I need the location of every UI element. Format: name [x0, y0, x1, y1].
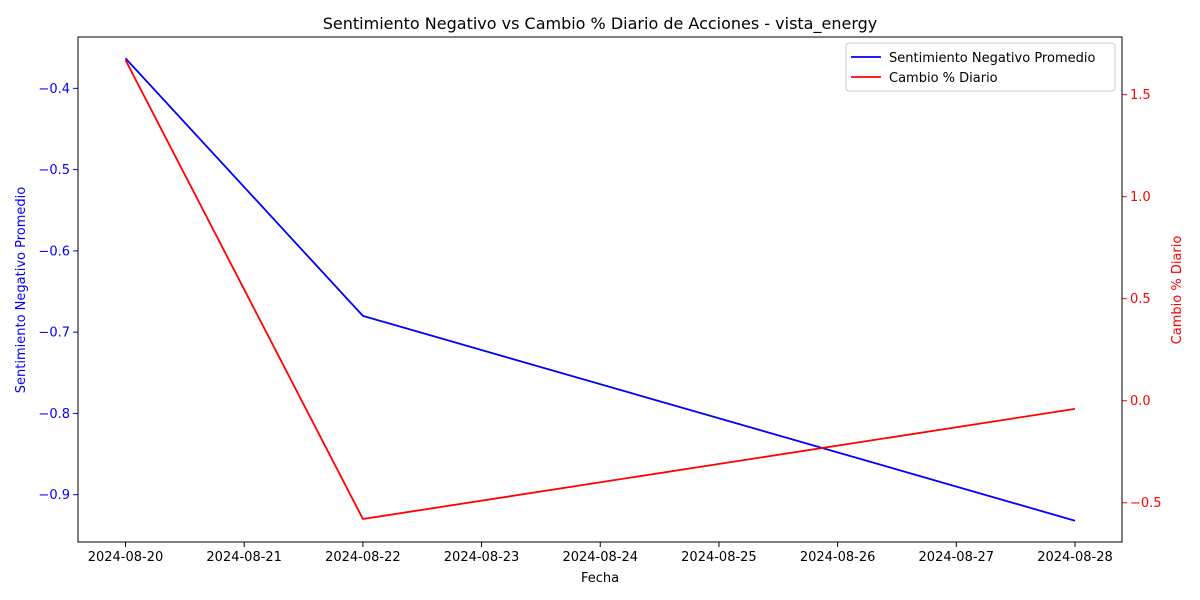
- right-y-tick-label: 1.5: [1130, 88, 1151, 103]
- x-tick-label: 2024-08-26: [800, 550, 876, 565]
- x-tick-label: 2024-08-28: [1037, 550, 1113, 565]
- x-axis-label: Fecha: [581, 571, 619, 586]
- left-y-tick-label: −0.5: [38, 163, 70, 178]
- x-tick-label: 2024-08-27: [919, 550, 995, 565]
- right-y-axis-ticks: 1.5 1.0 0.5 0.0 −0.5: [1122, 88, 1162, 511]
- legend-label-cambio: Cambio % Diario: [889, 71, 998, 86]
- x-tick-label: 2024-08-20: [88, 550, 164, 565]
- x-tick-label: 2024-08-22: [325, 550, 401, 565]
- x-tick-label: 2024-08-23: [444, 550, 520, 565]
- left-y-axis-label: Sentimiento Negativo Promedio: [14, 187, 29, 393]
- x-tick-label: 2024-08-25: [681, 550, 757, 565]
- right-y-tick-label: −0.5: [1130, 496, 1162, 511]
- x-tick-label: 2024-08-24: [562, 550, 638, 565]
- series-line-sentimiento: [124, 57, 1076, 522]
- legend-label-sentimiento: Sentimiento Negativo Promedio: [889, 51, 1095, 66]
- left-y-tick-label: −0.7: [38, 326, 70, 341]
- left-y-tick-label: −0.8: [38, 407, 70, 422]
- left-y-tick-label: −0.6: [38, 244, 70, 259]
- legend: Sentimiento Negativo Promedio Cambio % D…: [845, 42, 1116, 92]
- plot-frame: [77, 36, 1123, 543]
- right-y-axis-label: Cambio % Diario: [1170, 236, 1185, 345]
- x-tick-label: 2024-08-21: [206, 550, 282, 565]
- series-line-cambio: [124, 59, 1076, 520]
- right-y-tick-label: 0.5: [1130, 292, 1151, 307]
- x-axis-ticks: 2024-08-20 2024-08-21 2024-08-22 2024-08-23…: [88, 542, 1113, 565]
- left-y-tick-label: −0.9: [38, 488, 70, 503]
- right-y-tick-label: 1.0: [1130, 190, 1151, 205]
- legend-box: [845, 42, 1116, 92]
- left-y-tick-label: −0.4: [38, 82, 70, 97]
- left-y-axis-ticks: −0.4 −0.5 −0.6 −0.7 −0.8 −0.9: [38, 82, 78, 503]
- chart-title: Sentimiento Negativo vs Cambio % Diario …: [323, 14, 877, 34]
- right-y-tick-label: 0.0: [1130, 394, 1151, 409]
